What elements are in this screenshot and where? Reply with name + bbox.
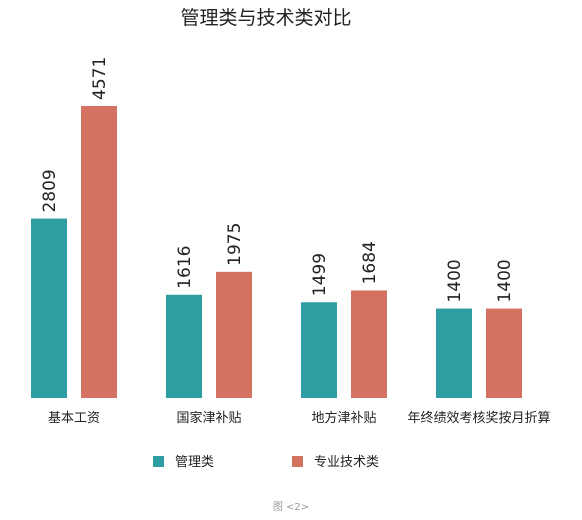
legend-swatch-technical [292, 456, 303, 467]
bar-management-0 [31, 218, 67, 398]
legend-swatch-management [153, 456, 164, 467]
bar-management-2 [301, 302, 337, 398]
value-label-management-0: 2809 [40, 169, 60, 212]
value-label-management-1: 1616 [175, 246, 195, 289]
value-label-management-2: 1499 [310, 253, 330, 296]
value-label-technical-1: 1975 [225, 223, 245, 266]
value-labels-layer: 2809 4571 1616 1975 1499 1684 1400 1400 [40, 57, 515, 303]
bar-management-3 [436, 308, 472, 398]
bar-technical-3 [486, 308, 522, 398]
bar-technical-0 [81, 106, 117, 398]
value-label-technical-2: 1684 [360, 241, 380, 284]
bar-technical-1 [216, 271, 252, 398]
chart-title: 管理类与技术类对比 [180, 7, 351, 29]
value-label-technical-0: 4571 [90, 57, 110, 100]
bar-technical-2 [351, 290, 387, 398]
bar-management-1 [166, 294, 202, 398]
legend-label-management: 管理类 [175, 455, 214, 470]
category-labels-layer: 基本工资 国家津补贴 地方津补贴 年终绩效考核奖按月折算 [48, 410, 551, 426]
value-label-management-3: 1400 [445, 259, 465, 302]
legend-label-technical: 专业技术类 [314, 455, 379, 470]
category-label-2: 地方津补贴 [311, 410, 376, 426]
figure-caption: 图 <2> [273, 501, 309, 513]
value-label-technical-3: 1400 [495, 259, 515, 302]
category-label-3: 年终绩效考核奖按月折算 [407, 410, 550, 426]
category-label-1: 国家津补贴 [176, 410, 241, 426]
category-label-0: 基本工资 [48, 411, 100, 426]
legend: 管理类 专业技术类 [153, 455, 379, 470]
bars-layer [31, 106, 522, 398]
